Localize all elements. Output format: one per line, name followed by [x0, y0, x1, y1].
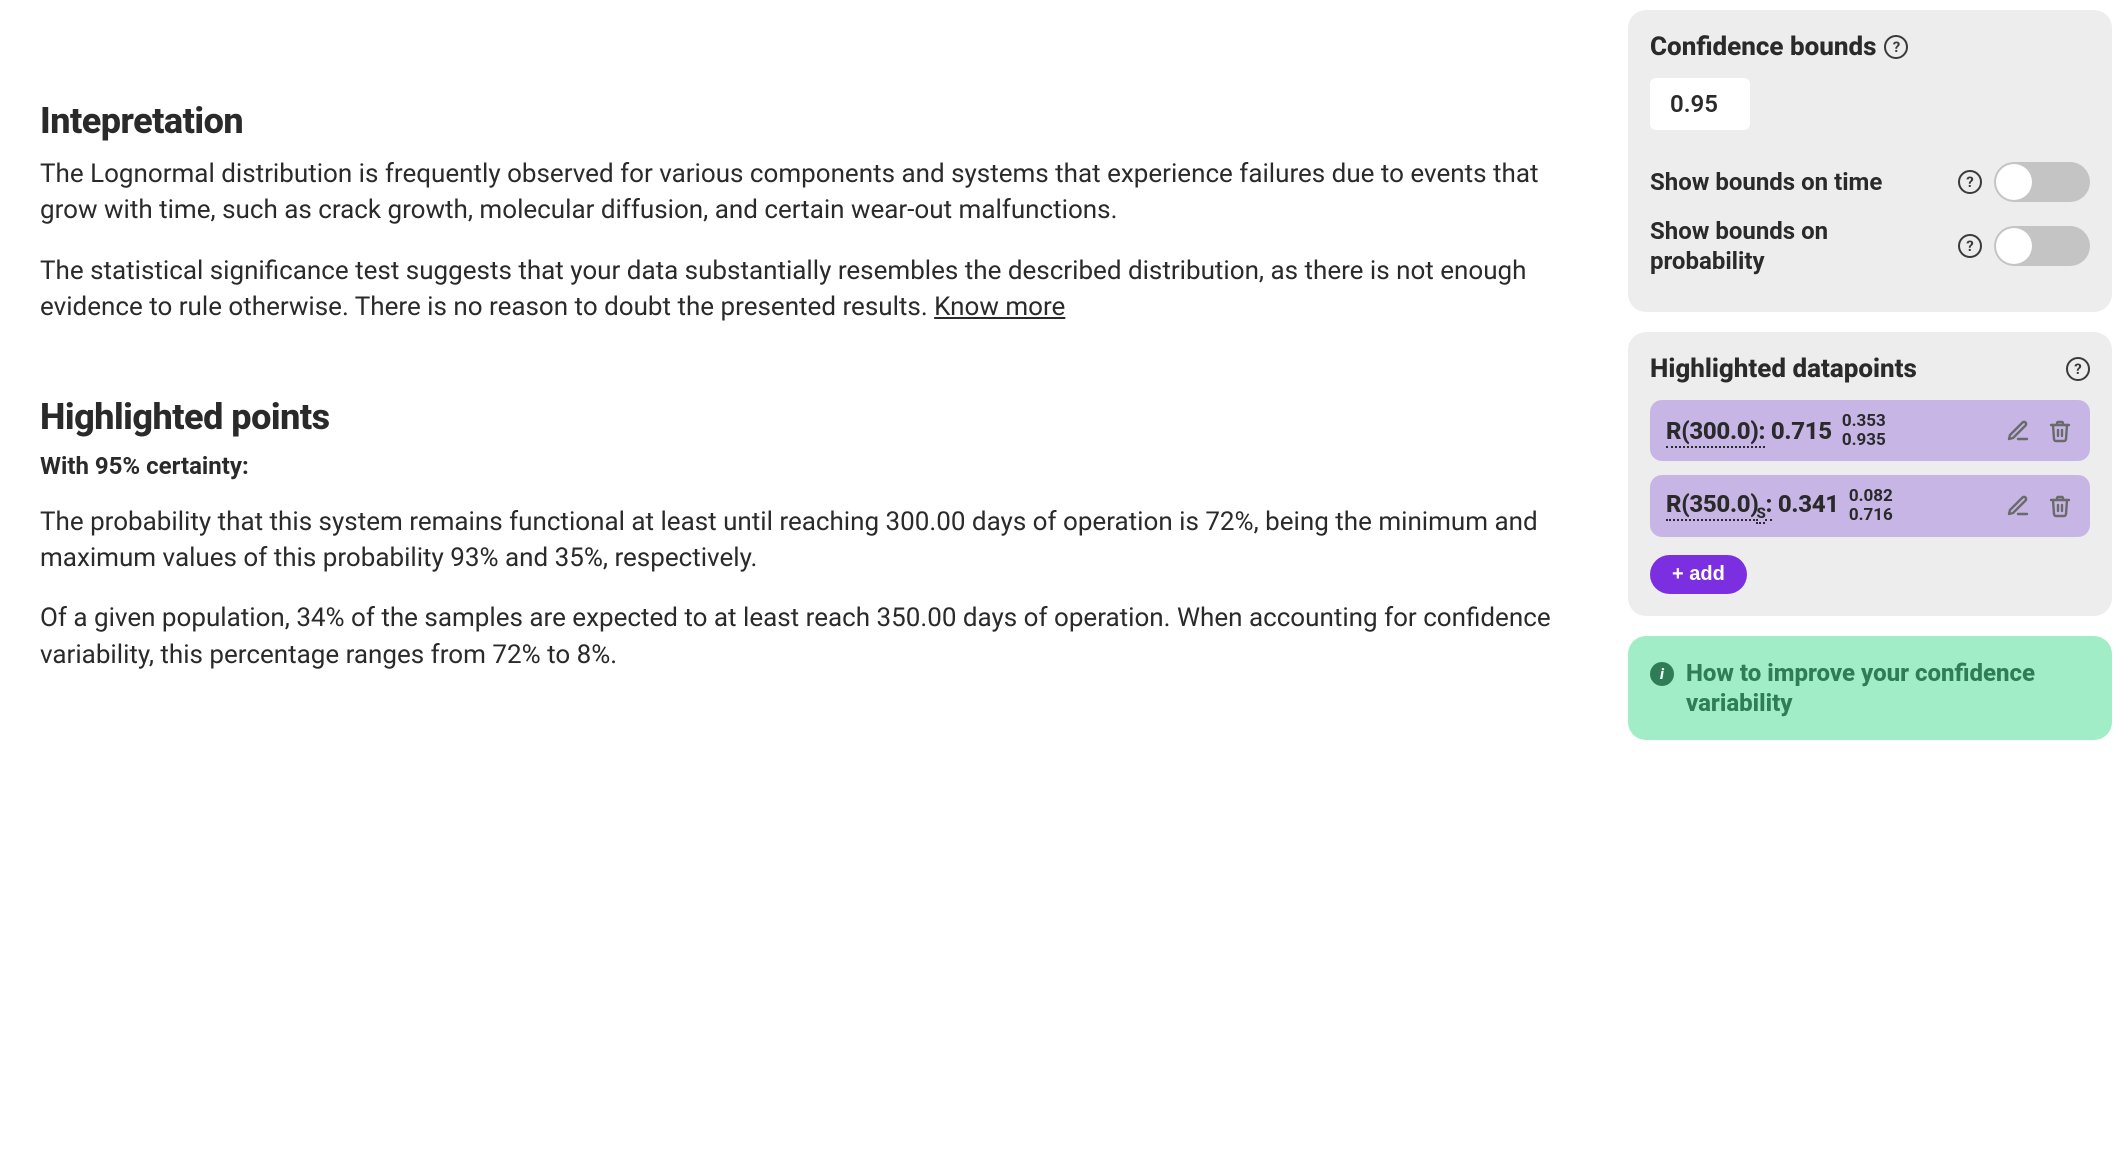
help-icon[interactable]: ?	[1958, 234, 1982, 258]
info-icon: i	[1650, 662, 1674, 686]
sidebar: Confidence bounds ? 0.95 Show bounds on …	[1628, 10, 2112, 740]
datapoint-metric[interactable]: R(350.0)S: 0.341	[1666, 490, 1839, 522]
highlighted-points-heading: Highlighted points	[40, 396, 1592, 438]
show-bounds-time-toggle[interactable]	[1994, 162, 2090, 202]
show-bounds-prob-label: Show bounds on probability	[1650, 216, 1948, 276]
show-bounds-prob-toggle[interactable]	[1994, 226, 2090, 266]
datapoint-bounds: 0.082 0.716	[1849, 487, 1893, 524]
main-content: Intepretation The Lognormal distribution…	[14, 10, 1610, 707]
interpretation-para-2: The statistical significance test sugges…	[40, 253, 1592, 326]
highlighted-points-para-1: The probability that this system remains…	[40, 504, 1592, 577]
show-bounds-time-label: Show bounds on time	[1650, 167, 1948, 197]
help-icon[interactable]: ?	[1958, 170, 1982, 194]
help-icon[interactable]: ?	[1884, 35, 1908, 59]
edit-icon[interactable]	[2004, 492, 2032, 520]
datapoint-metric[interactable]: R(300.0): 0.715	[1666, 417, 1832, 445]
delete-icon[interactable]	[2046, 492, 2074, 520]
know-more-link[interactable]: Know more	[934, 292, 1065, 322]
confidence-value-input[interactable]: 0.95	[1650, 78, 1750, 130]
highlighted-datapoints-panel: Highlighted datapoints ? R(300.0): 0.715…	[1628, 332, 2112, 616]
tip-text: How to improve your confidence variabili…	[1686, 658, 2090, 718]
interpretation-para-2-text: The statistical significance test sugges…	[40, 256, 1526, 322]
edit-icon[interactable]	[2004, 417, 2032, 445]
highlighted-datapoints-title: Highlighted datapoints	[1650, 354, 1917, 384]
confidence-bounds-panel: Confidence bounds ? 0.95 Show bounds on …	[1628, 10, 2112, 312]
help-icon[interactable]: ?	[2066, 357, 2090, 381]
confidence-bounds-title: Confidence bounds	[1650, 32, 1876, 62]
tip-panel[interactable]: i How to improve your confidence variabi…	[1628, 636, 2112, 740]
highlighted-points-para-2: Of a given population, 34% of the sample…	[40, 600, 1592, 673]
certainty-label: With 95% certainty:	[40, 452, 1592, 480]
interpretation-heading: Intepretation	[40, 100, 1592, 142]
delete-icon[interactable]	[2046, 417, 2074, 445]
add-datapoint-button[interactable]: + add	[1650, 555, 1747, 594]
datapoint-bounds: 0.353 0.935	[1842, 412, 1886, 449]
datapoint-card: R(300.0): 0.715 0.353 0.935	[1650, 400, 2090, 461]
interpretation-para-1: The Lognormal distribution is frequently…	[40, 156, 1592, 229]
datapoint-card: R(350.0)S: 0.341 0.082 0.716	[1650, 475, 2090, 536]
